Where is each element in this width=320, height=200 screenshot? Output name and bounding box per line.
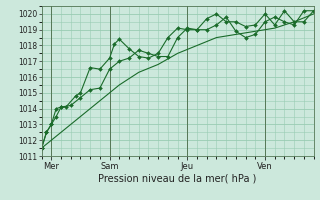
X-axis label: Pression niveau de la mer( hPa ): Pression niveau de la mer( hPa ) [99, 173, 257, 183]
